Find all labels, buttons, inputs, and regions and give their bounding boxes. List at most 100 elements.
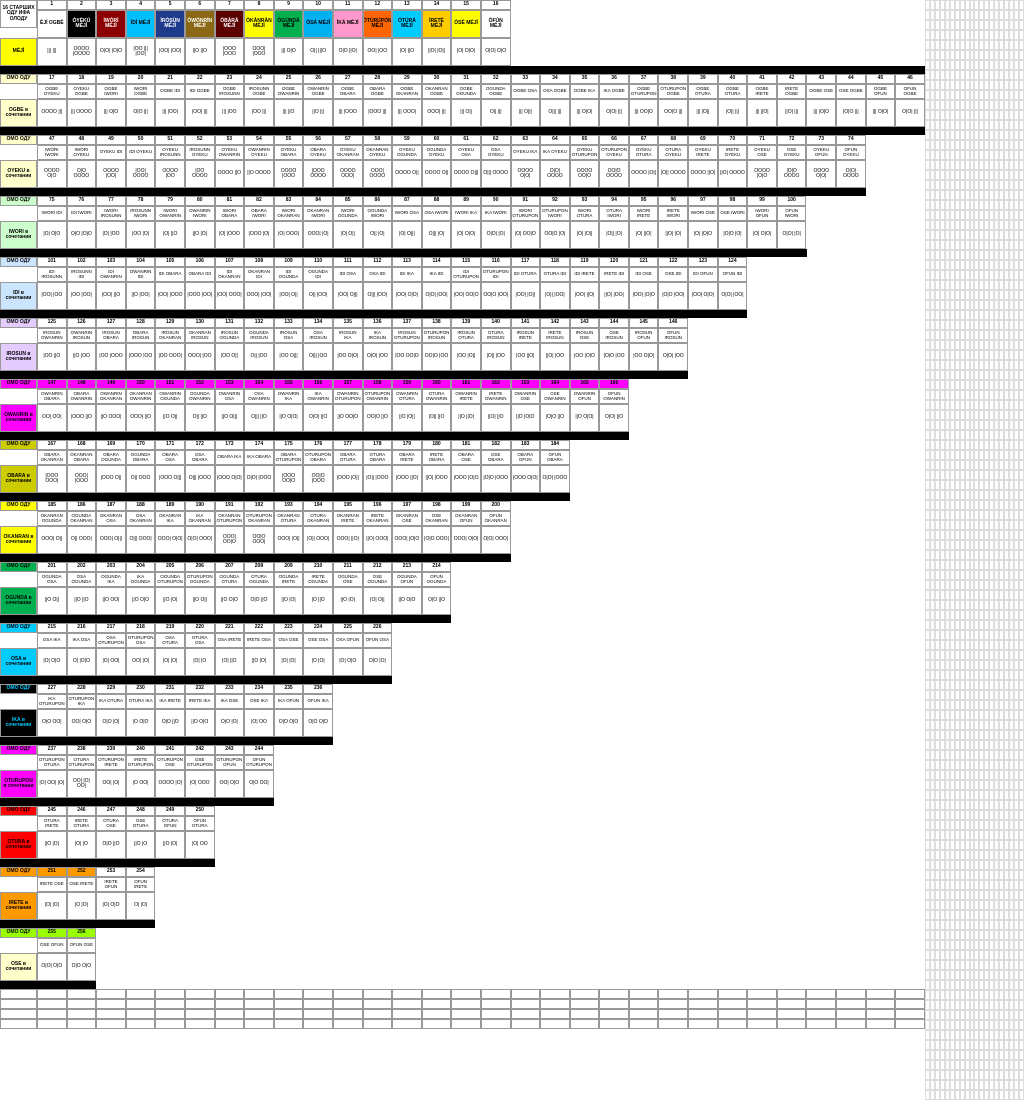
odu-name: OTURUPON IRETE bbox=[96, 755, 126, 770]
odu-name: IRETE IWORI bbox=[658, 206, 688, 221]
odu-name: IRETE IDI bbox=[599, 267, 629, 282]
odu-name: OYEKU OTURUPON bbox=[570, 145, 600, 160]
odu-name: OGBE OTURUPON bbox=[629, 84, 659, 99]
odu-name: OTURUPON OGBE bbox=[658, 84, 688, 99]
odu-name: IKA OSE bbox=[215, 694, 245, 709]
section-omo-label: ОМО ОДУ bbox=[0, 196, 37, 206]
odu-name: IRETE OGBE bbox=[777, 84, 807, 99]
odu-name: IDI OKANRAN bbox=[215, 267, 245, 282]
odu-name: OGBE OWANRIN bbox=[274, 84, 304, 99]
odu-name: OTURA OSA bbox=[185, 633, 215, 648]
odu-name: IROSUNN IDI bbox=[67, 267, 97, 282]
odu-name: IRETE OKANRAN bbox=[363, 511, 393, 526]
odu-name: OGBE OYEKU bbox=[37, 84, 67, 99]
odu-name: OSE IDI bbox=[658, 267, 688, 282]
odu-name: OGBE IKA bbox=[570, 84, 600, 99]
section-label: OTURA в сочетании bbox=[0, 831, 37, 859]
odu-name: IDI OTURA bbox=[511, 267, 541, 282]
odu-name: OTURA OTURUPON bbox=[67, 755, 97, 770]
section-label: OGBE в сочетании bbox=[0, 99, 37, 127]
odu-header: ÒFÚN MÉJÌ bbox=[481, 10, 511, 38]
section-label: OSE в сочетании bbox=[0, 953, 37, 981]
odu-name: OSA OTURUPON bbox=[96, 633, 126, 648]
odu-name: OTURUPON OBARA bbox=[303, 450, 333, 465]
odu-name: OBARA IROSUN bbox=[126, 328, 156, 343]
odu-name: IDI OGBE bbox=[185, 84, 215, 99]
odu-name: OBARA OGUNDA bbox=[96, 450, 126, 465]
odu-name: IKA OTURUPON bbox=[37, 694, 67, 709]
odu-name: IROSUN OTURUPON bbox=[392, 328, 422, 343]
section-label: OBARA в сочетании bbox=[0, 465, 37, 493]
odu-name: OSA IKA bbox=[37, 633, 67, 648]
odu-name: IROSUN OKANRAN bbox=[155, 328, 185, 343]
odu-name: OKANRAN IRETE bbox=[333, 511, 363, 526]
odu-name: OTURUPON OTURA bbox=[37, 755, 67, 770]
section-label: OWANRIN в сочетании bbox=[0, 404, 37, 432]
odu-name: OSE IKA bbox=[244, 694, 274, 709]
odu-name: OBARA OTURUPON bbox=[274, 450, 304, 465]
odu-name: IKA IROSUN bbox=[363, 328, 393, 343]
odu-name: OGBE OFUN bbox=[866, 84, 896, 99]
odu-name: OYEKU OGBE bbox=[67, 84, 97, 99]
odu-name: OFUN IWORI bbox=[777, 206, 807, 221]
odu-name: OWANRIN OGBE bbox=[303, 84, 333, 99]
odu-name: OWANRIN OGUNDA bbox=[155, 389, 185, 404]
odu-name: OBARA OSE bbox=[451, 450, 481, 465]
odu-name: OYEKU OGUNDA bbox=[392, 145, 422, 160]
odu-name: OYEKU IRETE bbox=[688, 145, 718, 160]
odu-name: OYEKU IKA bbox=[511, 145, 541, 160]
odu-name: OWANRIN IWORI bbox=[185, 206, 215, 221]
odu-header: ÒKÀNRÀN MÉJÌ bbox=[244, 10, 274, 38]
odu-header: ÒGÚNDÁ MÉJÌ bbox=[274, 10, 304, 38]
odu-name: OYEKU IROSUNN bbox=[155, 145, 185, 160]
odu-name: OTURA OKANRAN bbox=[303, 511, 333, 526]
odu-name: OSA IDI bbox=[363, 267, 393, 282]
odu-name: IKA OKANRAN bbox=[185, 511, 215, 526]
odu-name: OWANRIN OFUN bbox=[570, 389, 600, 404]
section-omo-label: ОМО ОДУ bbox=[0, 318, 37, 328]
odu-name: OKANRAN IKA bbox=[155, 511, 185, 526]
odu-name: OKANRAN OFUN bbox=[451, 511, 481, 526]
odu-name: OGBE OGUNDA bbox=[451, 84, 481, 99]
odu-name: IKA OYEKU bbox=[540, 145, 570, 160]
odu-name: IDI OYEKU bbox=[126, 145, 156, 160]
odu-name: OWANRIN IKA bbox=[274, 389, 304, 404]
odu-name: OKANRAN IDI bbox=[244, 267, 274, 282]
section-omo-label: ОМО ОДУ bbox=[0, 562, 37, 572]
section-omo-label: ОМО ОДУ bbox=[0, 135, 37, 145]
odu-name: OFUN IDI bbox=[718, 267, 748, 282]
odu-name: IKA IDI bbox=[422, 267, 452, 282]
odu-name: OGBE OSE bbox=[806, 84, 836, 99]
odu-name: OTURUPON OWANRIN bbox=[363, 389, 393, 404]
odu-name: IKA IRETE bbox=[155, 694, 185, 709]
odu-header: ÒSÁ MÉJÌ bbox=[303, 10, 333, 38]
odu-name: OSE OFUN bbox=[37, 938, 67, 953]
odu-name: OTURA OBARA bbox=[363, 450, 393, 465]
odu-name: OGUNDA OSE bbox=[333, 572, 363, 587]
odu-name: OGBE IWORI bbox=[96, 84, 126, 99]
odu-name: OKANRAN OGUNDA bbox=[37, 511, 67, 526]
odu-name: IRETE OTURUPON bbox=[126, 755, 156, 770]
odu-name: OGUNDA OGBE bbox=[481, 84, 511, 99]
odu-name: OSE IRETE bbox=[67, 877, 97, 892]
odu-name: OTURA OWANRIN bbox=[422, 389, 452, 404]
odu-name: OTURA OGUNDA bbox=[244, 572, 274, 587]
odu-name: OTURA IROSUN bbox=[481, 328, 511, 343]
odu-name: IDI OGUNDA bbox=[274, 267, 304, 282]
odu-name: OKANRAN OWANRIN bbox=[126, 389, 156, 404]
odu-name: OSE OTURUPON bbox=[185, 755, 215, 770]
odu-name: IDI IRETE bbox=[570, 267, 600, 282]
odu-name: IROSUN OGUNDA bbox=[215, 328, 245, 343]
odu-name: IWORI OKANRAN bbox=[274, 206, 304, 221]
odu-name: IDI IWORI bbox=[67, 206, 97, 221]
odu-name: OWANRIN IRETE bbox=[451, 389, 481, 404]
odu-name: IWORI IKA bbox=[451, 206, 481, 221]
odu-name: IWORI OFUN bbox=[747, 206, 777, 221]
odu-header: ÌDÍ MÉJÌ bbox=[126, 10, 156, 38]
odu-name: IDI OFUN bbox=[688, 267, 718, 282]
odu-name: OSA IWORI bbox=[422, 206, 452, 221]
odu-name: OSE OSA bbox=[303, 633, 333, 648]
odu-name: OKANRAN OYEKU bbox=[363, 145, 393, 160]
odu-name: OTURUPON OSA bbox=[126, 633, 156, 648]
odu-name: OTURA OYEKU bbox=[658, 145, 688, 160]
